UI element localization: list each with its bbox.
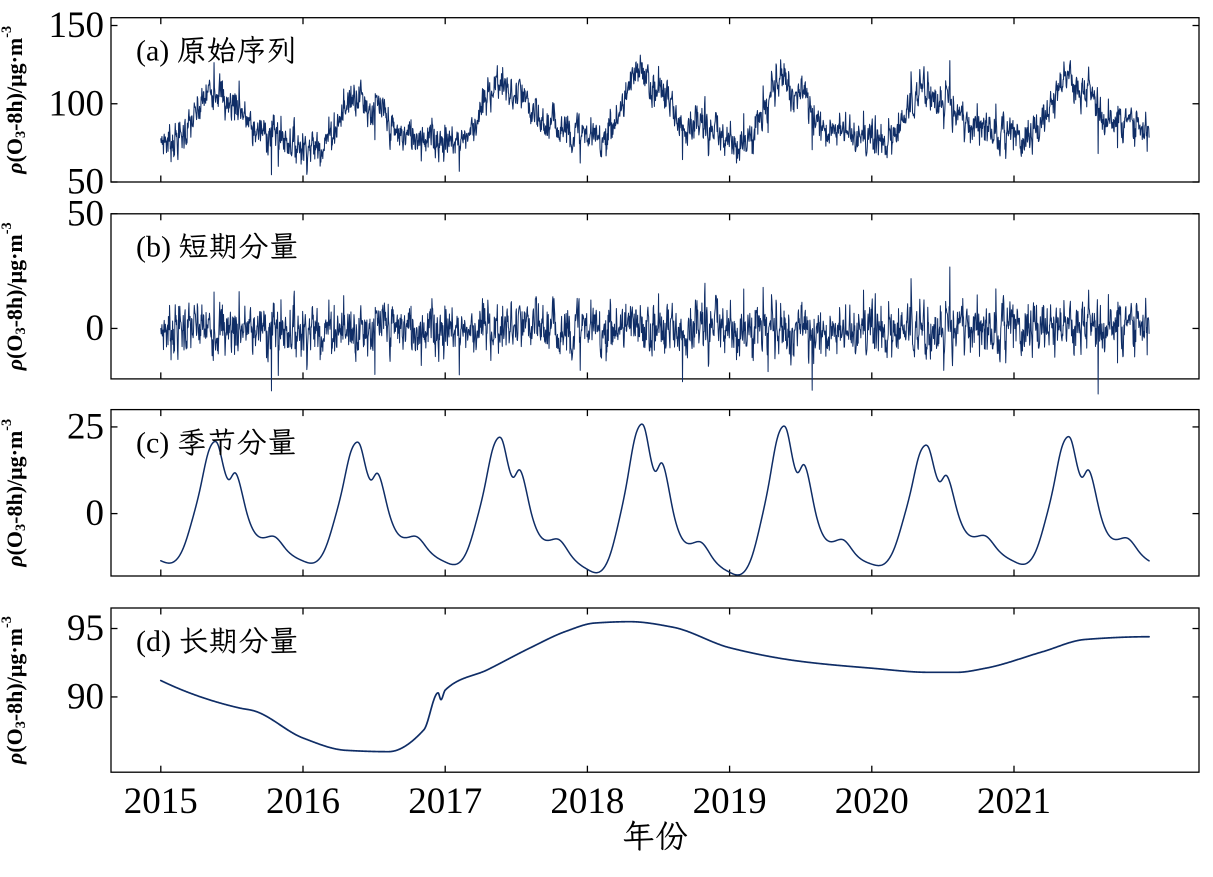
svg-text:2015: 2015 [124, 781, 198, 822]
svg-text:ρ(O3-8h)/μg·m-3: ρ(O3-8h)/μg·m-3 [0, 616, 29, 765]
svg-text:(a) 原始序列: (a) 原始序列 [136, 34, 297, 67]
svg-text:90: 90 [67, 676, 104, 717]
svg-text:年份: 年份 [622, 820, 688, 856]
svg-text:95: 95 [67, 608, 104, 649]
svg-text:ρ(O3-8h)/μg·m-3: ρ(O3-8h)/μg·m-3 [0, 419, 29, 568]
svg-text:25: 25 [67, 406, 104, 447]
svg-text:0: 0 [86, 308, 105, 349]
svg-text:(d) 长期分量: (d) 长期分量 [136, 625, 298, 658]
svg-text:100: 100 [49, 83, 105, 124]
svg-text:50: 50 [67, 193, 104, 234]
svg-text:0: 0 [86, 493, 105, 534]
svg-text:2020: 2020 [835, 781, 909, 822]
svg-text:(c) 季节分量: (c) 季节分量 [136, 426, 297, 459]
svg-text:2018: 2018 [550, 781, 624, 822]
svg-text:2016: 2016 [266, 781, 340, 822]
svg-text:ρ(O3-8h)/μg·m-3: ρ(O3-8h)/μg·m-3 [0, 222, 29, 371]
svg-text:150: 150 [49, 5, 105, 46]
svg-text:2021: 2021 [977, 781, 1051, 822]
svg-text:ρ(O3-8h)/μg·m-3: ρ(O3-8h)/μg·m-3 [0, 26, 29, 175]
svg-text:2019: 2019 [693, 781, 767, 822]
svg-text:(b) 短期分量: (b) 短期分量 [136, 231, 298, 264]
svg-text:2017: 2017 [408, 781, 482, 822]
